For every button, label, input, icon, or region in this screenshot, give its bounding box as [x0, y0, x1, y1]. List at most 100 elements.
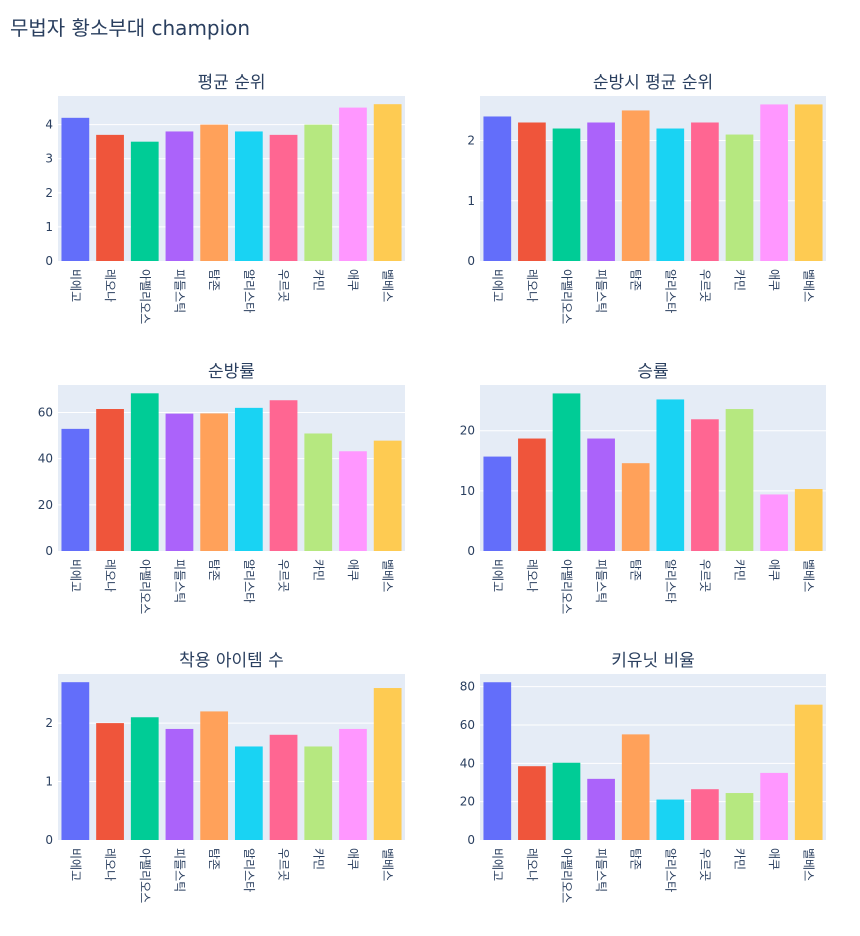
- subplot-4: 0 10 20 비에고 레오나 아펠리오스 피들스틱 탐존 알리스타 우르곳 카민 애쿠 벨베스 승률: [460, 362, 826, 614]
- subplot-title: 승률: [637, 362, 668, 382]
- x-tick-label: 애쿠: [767, 848, 781, 870]
- bar-5: [200, 413, 229, 551]
- x-tick-label: 벨베스: [381, 848, 395, 881]
- x-tick-label: 벨베스: [381, 269, 395, 302]
- bar-2: [518, 438, 546, 551]
- y-tick-label: 60: [38, 405, 53, 419]
- bar-2: [518, 122, 546, 261]
- y-tick-label: 0: [45, 254, 53, 268]
- bar-5: [200, 711, 229, 840]
- subplot-title: 순방시 평균 순위: [593, 73, 713, 93]
- bar-8: [304, 746, 333, 840]
- x-tick-label: 아펠리오스: [138, 848, 152, 903]
- x-tick-label: 비에고: [490, 848, 504, 881]
- x-tick-label: 비에고: [68, 559, 82, 592]
- x-tick-label: 카민: [311, 848, 325, 870]
- x-tick-label: 우르곳: [277, 559, 291, 592]
- y-tick-label: 2: [45, 186, 53, 200]
- bar-3: [130, 141, 159, 261]
- x-tick-label: 비에고: [490, 269, 504, 302]
- subplot-title: 키유닛 비율: [611, 651, 695, 671]
- subplot-title: 평균 순위: [198, 73, 266, 93]
- bar-5: [200, 124, 229, 262]
- x-tick-label: 벨베스: [802, 559, 816, 592]
- bar-4: [587, 438, 615, 551]
- x-tick-label: 카민: [311, 559, 325, 581]
- bar-10: [373, 440, 402, 551]
- bar-6: [234, 746, 263, 840]
- bar-5: [621, 463, 650, 551]
- subplot-6: 0 20 40 60 80 비에고 레오나 아펠리오스 피들스틱 탐존 알리스타 우르곳 카민 애쿠 벨베스…: [460, 651, 826, 903]
- x-tick-label: 애쿠: [346, 559, 360, 581]
- bar-6: [656, 799, 685, 840]
- y-tick-label: 0: [467, 544, 475, 558]
- x-tick-label: 애쿠: [346, 269, 360, 291]
- bar-9: [339, 107, 367, 261]
- x-tick-label: 피들스틱: [594, 848, 608, 892]
- bar-1: [483, 116, 512, 261]
- bar-8: [725, 793, 754, 840]
- bar-2: [96, 723, 124, 840]
- x-tick-label: 알리스타: [242, 559, 256, 603]
- y-tick-label: 0: [45, 833, 53, 847]
- y-tick-label: 40: [38, 452, 53, 466]
- subplot-3: 0 20 40 60 비에고 레오나 아펠리오스 피들스틱 탐존 알리스타 우르곳 카민 애쿠 벨베스 순방…: [38, 362, 405, 614]
- x-tick-label: 피들스틱: [172, 848, 186, 892]
- x-tick-label: 탐존: [207, 269, 221, 291]
- x-tick-label: 벨베스: [802, 848, 816, 881]
- x-tick-label: 알리스타: [663, 559, 677, 603]
- y-tick-label: 1: [45, 220, 53, 234]
- bar-6: [234, 407, 263, 551]
- x-tick-label: 레오나: [103, 848, 117, 881]
- x-tick-label: 우르곳: [277, 269, 291, 302]
- x-tick-label: 레오나: [525, 559, 539, 592]
- bar-6: [656, 399, 685, 551]
- bar-4: [165, 413, 194, 551]
- x-tick-label: 아펠리오스: [560, 559, 574, 614]
- bar-1: [61, 682, 90, 840]
- bar-4: [587, 778, 615, 840]
- y-tick-label: 2: [45, 716, 53, 730]
- x-tick-label: 카민: [733, 848, 747, 870]
- x-tick-label: 피들스틱: [172, 559, 186, 603]
- x-tick-label: 우르곳: [698, 848, 712, 881]
- bar-8: [725, 409, 754, 551]
- x-tick-label: 애쿠: [346, 848, 360, 870]
- x-tick-label: 레오나: [525, 848, 539, 881]
- x-tick-label: 레오나: [525, 269, 539, 302]
- subplot-title: 착용 아이템 수: [179, 651, 284, 671]
- bar-10: [794, 104, 823, 261]
- bar-5: [621, 734, 650, 840]
- bar-7: [269, 134, 298, 261]
- bar-10: [794, 704, 823, 840]
- bar-9: [339, 728, 367, 840]
- x-tick-label: 알리스타: [242, 269, 256, 313]
- x-tick-label: 비에고: [68, 269, 82, 302]
- bar-2: [518, 766, 546, 840]
- x-tick-label: 레오나: [103, 269, 117, 302]
- bar-1: [61, 428, 90, 551]
- x-tick-label: 탐존: [629, 269, 643, 291]
- bar-10: [373, 104, 402, 261]
- x-tick-label: 애쿠: [767, 559, 781, 581]
- x-tick-label: 아펠리오스: [138, 559, 152, 614]
- y-tick-label: 60: [460, 718, 475, 732]
- y-tick-label: 20: [460, 795, 475, 809]
- bar-3: [130, 717, 159, 840]
- y-tick-label: 80: [460, 680, 475, 694]
- subplot-5: 0 1 2 비에고 레오나 아펠리오스 피들스틱 탐존 알리스타 우르곳 카민 애쿠 벨베스 착용 아이템…: [45, 651, 405, 903]
- bar-8: [304, 433, 333, 551]
- x-tick-label: 벨베스: [381, 559, 395, 592]
- bar-3: [552, 762, 581, 840]
- y-tick-label: 3: [45, 152, 53, 166]
- y-tick-label: 2: [467, 134, 475, 148]
- y-tick-label: 20: [460, 424, 475, 438]
- bar-10: [794, 489, 823, 551]
- bar-3: [552, 128, 581, 261]
- x-tick-label: 우르곳: [698, 559, 712, 592]
- x-tick-label: 애쿠: [767, 269, 781, 291]
- x-tick-label: 탐존: [629, 559, 643, 581]
- bar-3: [552, 393, 581, 551]
- x-tick-label: 카민: [733, 269, 747, 291]
- x-tick-label: 알리스타: [663, 269, 677, 313]
